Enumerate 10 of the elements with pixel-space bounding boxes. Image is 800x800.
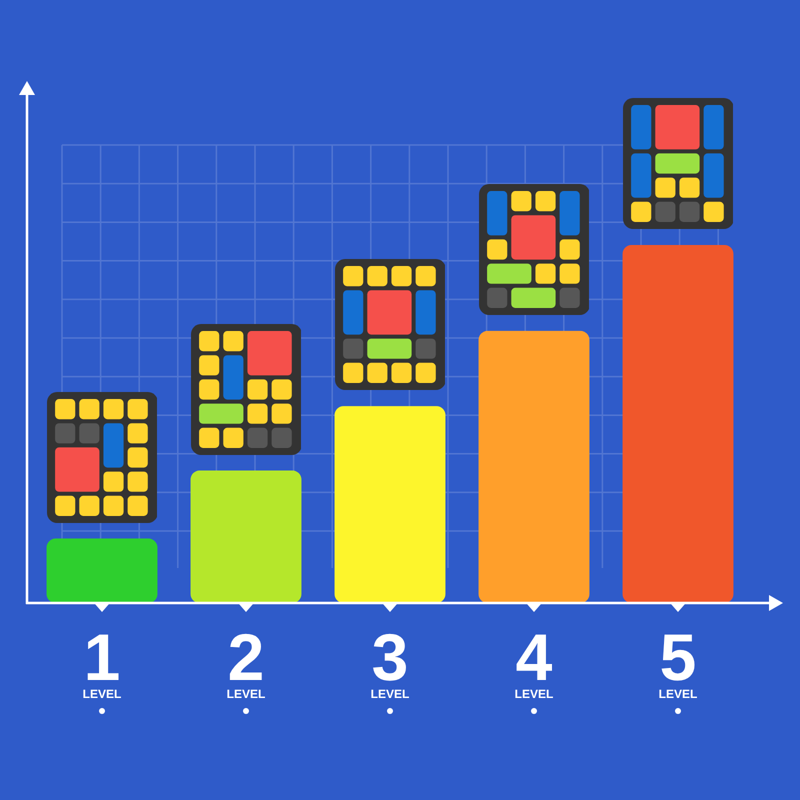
text: LEVEL <box>514 687 554 701</box>
bar <box>190 470 302 603</box>
bar <box>478 330 590 603</box>
text: LEVEL <box>82 687 122 701</box>
text: LEVEL <box>370 687 410 701</box>
bar <box>46 538 158 603</box>
bar <box>334 406 446 603</box>
bar <box>622 245 734 603</box>
text: LEVEL <box>658 687 698 701</box>
text: LEVEL <box>226 687 266 701</box>
